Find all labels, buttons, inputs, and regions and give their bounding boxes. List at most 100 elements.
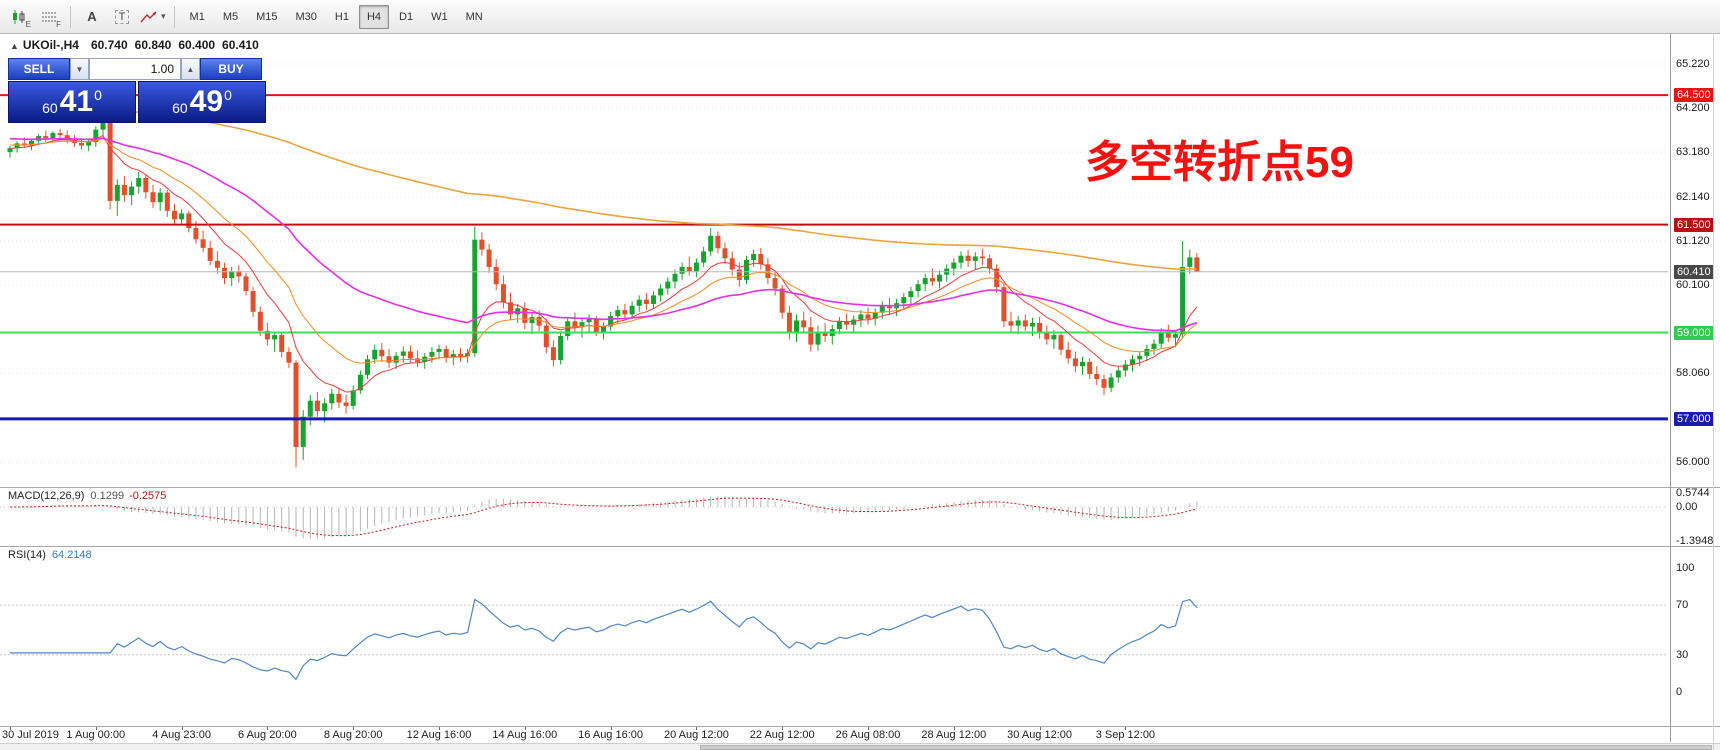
volume-decrease-button[interactable]: ▼	[70, 58, 89, 80]
time-axis-tick	[782, 727, 784, 730]
time-axis-label: 4 Aug 23:00	[152, 729, 211, 741]
time-axis-label: 14 Aug 16:00	[492, 729, 558, 741]
macd-title: MACD(12,26,9) 0.1299 -0.2575	[8, 490, 166, 502]
time-axis-tick	[95, 727, 97, 730]
time-axis-tick	[267, 727, 269, 730]
rsi-name: RSI(14)	[8, 549, 46, 561]
buy-price-sup: 0	[224, 87, 232, 103]
sell-button[interactable]: SELL	[8, 58, 70, 80]
time-axis-label: 1 Aug 00:00	[66, 729, 126, 741]
rsi-axis: 100 70 30 0	[1674, 547, 1720, 727]
time-axis-label: 22 Aug 12:00	[749, 729, 815, 741]
rsi-line	[10, 598, 1198, 681]
chart-panel[interactable]: ▲ UKOil-,H4 60.740 60.840 60.400 60.410 SELL …	[0, 34, 1720, 487]
sell-price-display[interactable]: 60 41 0	[8, 81, 136, 123]
macd-axis: 0.5744 0.00 -1.3948	[1674, 487, 1720, 547]
time-axis-label: 26 Aug 08:00	[835, 729, 901, 741]
symbol-period-label: UKOil-,H4	[22, 38, 79, 52]
timeframe-button-m5[interactable]: M5	[222, 10, 239, 23]
price-axis-label: 56.000	[1676, 456, 1710, 468]
moving-average-18	[9, 137, 1198, 364]
time-axis-tick	[353, 727, 355, 730]
scrollbar-thumb[interactable]	[700, 745, 1712, 750]
grid-layer	[0, 63, 1668, 463]
macd-axis-label: 0.00	[1676, 501, 1698, 513]
horizontal-scrollbar[interactable]	[0, 743, 1720, 750]
price-chart-canvas[interactable]	[0, 34, 1670, 487]
ohlc-open: 60.740	[90, 38, 128, 52]
timeframe-button-d1[interactable]: D1	[399, 10, 414, 23]
timeframe-button-m1[interactable]: M1	[189, 10, 205, 23]
time-axis-tick	[696, 727, 698, 730]
rsi-value: 64.2148	[51, 549, 92, 561]
macd-axis-label: 0.5744	[1676, 487, 1710, 499]
time-axis-tick	[439, 727, 440, 730]
price-axis-label: 61.120	[1676, 235, 1710, 247]
time-axis-tick	[868, 727, 869, 730]
macd-signal-line	[10, 497, 1198, 537]
ohlc-close: 60.410	[222, 38, 259, 52]
timeframe-button-h4[interactable]: H4	[358, 4, 390, 29]
buy-price-big: 49	[189, 85, 224, 118]
time-axis-tick	[1039, 727, 1041, 730]
textbox-tool-label: T	[114, 9, 130, 24]
chart-type-button[interactable]: E	[5, 4, 33, 30]
buy-button[interactable]: BUY	[200, 58, 262, 80]
macd-main-value: 0.1299	[90, 490, 125, 502]
symbol-marker-icon: ▲	[10, 41, 19, 51]
time-axis-label: 3 Sep 12:00	[1095, 729, 1156, 741]
price-axis-label: 62.140	[1676, 191, 1710, 203]
price-axis[interactable]: 65.220 64.500 64.200 63.180 62.140 61.500 61.1…	[1674, 34, 1720, 487]
time-axis-label: 8 Aug 20:00	[323, 729, 383, 741]
timeframe-button-h1[interactable]: H1	[334, 10, 349, 23]
macd-signal-value: -0.2575	[129, 490, 167, 502]
text-label-tool-button[interactable]: A	[78, 4, 106, 30]
toolbar: E F A T ▾ M1 M5 M15 M30 H1 H4 D1 W1 MN	[0, 0, 1720, 34]
level-price-tag: 57.000	[1674, 411, 1714, 426]
timeframe-button-m30[interactable]: M30	[295, 10, 317, 23]
time-axis[interactable]: 30 Jul 2019 1 Aug 00:00 4 Aug 23:00 6 Aug 2…	[0, 726, 1720, 743]
time-axis-label: 30 Aug 12:00	[1007, 729, 1073, 741]
macd-canvas	[0, 495, 1668, 539]
candles-layer[interactable]	[7, 114, 1200, 468]
ohlc-high: 60.840	[134, 38, 172, 52]
time-axis-tick	[10, 727, 11, 730]
timeframe-button-mn[interactable]: MN	[465, 10, 483, 23]
level-price-tag: 59.000	[1674, 325, 1714, 340]
text-box-tool-button[interactable]: T	[108, 4, 136, 30]
timeframe-button-m15[interactable]: M15	[256, 10, 278, 23]
axis-separator-line	[1670, 34, 1671, 742]
chart-text-annotation[interactable]: 多空转折点59	[1085, 138, 1354, 187]
macd-axis-label: -1.3948	[1676, 535, 1714, 547]
sell-price-big: 41	[59, 85, 94, 118]
rsi-axis-label: 70	[1676, 599, 1689, 612]
time-axis-label: 16 Aug 16:00	[578, 729, 644, 741]
volume-input[interactable]	[89, 58, 181, 80]
rsi-axis-label: 30	[1676, 648, 1689, 661]
macd-panel[interactable]: MACD(12,26,9) 0.1299 -0.2575 0.5744 0.00 -1.…	[0, 487, 1720, 547]
price-axis-label: 58.060	[1676, 367, 1710, 380]
indicators-button[interactable]: F	[35, 4, 63, 30]
indicators-sub-label: F	[56, 19, 61, 29]
draw-tool-button[interactable]: ▾	[138, 4, 167, 30]
buy-price-display[interactable]: 60 49 0	[138, 81, 266, 123]
level-lines-layer[interactable]	[0, 94, 1668, 421]
caret-up-icon: ▲	[186, 64, 195, 74]
indicator-lines-icon	[42, 12, 56, 21]
timeframe-button-w1[interactable]: W1	[431, 10, 448, 23]
volume-increase-button[interactable]: ▲	[181, 58, 200, 80]
chart-info-line: ▲ UKOil-,H4 60.740 60.840 60.400 60.410	[10, 38, 266, 52]
sell-price-sup: 0	[94, 87, 102, 103]
rsi-canvas	[0, 598, 1668, 681]
time-axis-label: 28 Aug 12:00	[921, 729, 987, 741]
buy-price-small: 60	[172, 100, 188, 116]
time-axis-tick	[953, 727, 955, 730]
sell-price-small: 60	[42, 100, 58, 116]
rsi-panel[interactable]: RSI(14) 64.2148 100 70 30 0	[0, 546, 1720, 727]
toolbar-separator	[70, 5, 71, 28]
time-axis-label: 12 Aug 16:00	[406, 729, 472, 741]
rsi-axis-label: 0	[1676, 686, 1683, 698]
time-axis-tick	[610, 727, 612, 730]
